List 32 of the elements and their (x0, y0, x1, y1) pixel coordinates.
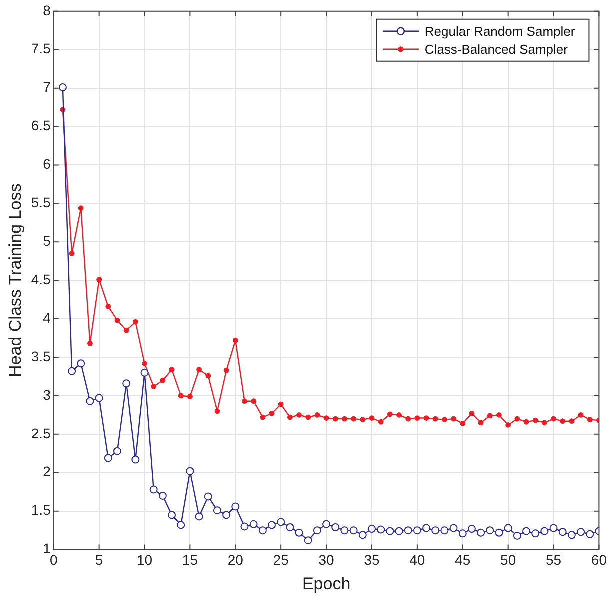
y-tick-label: 5 (43, 233, 52, 249)
x-tick-label: 25 (273, 552, 290, 568)
x-tick-label: 40 (410, 552, 426, 568)
x-tick-label: 60 (591, 552, 608, 568)
legend-label: Class-Balanced Sampler (424, 42, 569, 57)
x-tick-label: 20 (228, 552, 244, 568)
y-tick-label: 5.5 (31, 194, 52, 211)
y-tick-label: 6 (43, 156, 52, 172)
x-tick-label: 50 (500, 552, 516, 568)
y-tick-label: 8 (43, 2, 52, 18)
y-tick-label: 4 (43, 310, 52, 326)
y-tick-label: 6.5 (31, 118, 52, 134)
x-tick-label: 0 (50, 552, 58, 568)
y-tick-label: 3 (43, 386, 52, 403)
x-tick-label: 35 (364, 552, 380, 568)
x-tick-label: 10 (136, 552, 153, 568)
y-axis-title: Head Class Training Loss (6, 184, 25, 378)
x-axis-title: Epoch (302, 574, 351, 594)
y-tick-label: 1.5 (31, 502, 52, 518)
y-tick-label: 3.5 (31, 348, 52, 364)
x-tick-label: 30 (318, 552, 335, 568)
y-tick-label: 2.5 (31, 425, 52, 442)
y-tick-label: 7 (43, 79, 52, 96)
x-tick-label: 15 (182, 552, 198, 568)
x-tick-label: 5 (95, 552, 104, 568)
y-tick-label: 4.5 (31, 271, 52, 288)
y-tick-label: 7.5 (31, 40, 52, 57)
y-tick-label: 2 (43, 464, 52, 480)
x-tick-label: 55 (546, 552, 562, 568)
x-tick-label: 45 (455, 552, 471, 568)
y-tick-label: 1 (43, 540, 52, 557)
legend-label: Regular Random Sampler (424, 24, 576, 39)
